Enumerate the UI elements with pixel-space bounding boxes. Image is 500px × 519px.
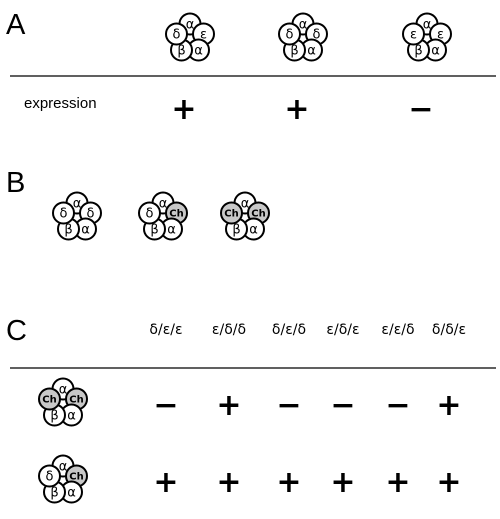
panel-c: C δ/ε/ε ε/δ/δ δ/ε/δ ε/δ/ε ε/ε/δ δ/δ/ε αChαβCh… bbox=[6, 315, 496, 504]
column-label: ε/ε/δ bbox=[381, 322, 414, 338]
minus-sign: − bbox=[330, 388, 355, 423]
plus-sign: + bbox=[436, 388, 461, 423]
plus-sign: + bbox=[385, 465, 410, 500]
column-label: δ/δ/ε bbox=[432, 322, 466, 338]
minus-sign: − bbox=[276, 388, 301, 423]
subunit-circle bbox=[138, 201, 161, 225]
subunit-label: α bbox=[249, 223, 258, 238]
minus-sign: − bbox=[408, 92, 433, 127]
subunit-label: β bbox=[177, 44, 185, 59]
subunit-label: δ bbox=[173, 28, 181, 43]
expression-label: expression bbox=[24, 95, 97, 112]
subunit-label: δ bbox=[60, 207, 68, 222]
subunit-label: ε bbox=[410, 28, 417, 43]
subunit-label: α bbox=[167, 223, 176, 238]
subunit-circle bbox=[278, 22, 301, 46]
subunit-label: α bbox=[59, 460, 68, 475]
panel-a-letter: A bbox=[6, 9, 26, 41]
subunit-label: α bbox=[186, 18, 195, 33]
panel-c-column-labels: δ/ε/ε ε/δ/δ δ/ε/δ ε/δ/ε ε/ε/δ δ/δ/ε bbox=[149, 322, 466, 338]
subunit-label: α bbox=[299, 18, 308, 33]
subunit-label: Ch bbox=[69, 395, 83, 406]
panel-b-letter: B bbox=[6, 167, 25, 199]
subunit-circle bbox=[38, 387, 61, 411]
plus-sign: + bbox=[276, 465, 301, 500]
subunit-label: Ch bbox=[224, 209, 238, 220]
subunit-label: Ch bbox=[69, 472, 83, 483]
subunit-label: α bbox=[73, 197, 82, 212]
subunit-circle bbox=[38, 464, 61, 488]
minus-sign: − bbox=[385, 388, 410, 423]
subunit-label: δ bbox=[87, 207, 95, 222]
plus-sign: + bbox=[436, 465, 461, 500]
subunit-label: α bbox=[59, 383, 68, 398]
subunit-circle bbox=[165, 22, 188, 46]
subunit-label: α bbox=[67, 486, 76, 501]
plus-sign: + bbox=[171, 92, 196, 127]
column-label: ε/δ/δ bbox=[212, 322, 246, 338]
subunit-label: α bbox=[431, 44, 440, 59]
subunit-label: α bbox=[81, 223, 90, 238]
subunit-label: α bbox=[307, 44, 316, 59]
plus-sign: + bbox=[216, 465, 241, 500]
subunit-label: Ch bbox=[42, 395, 56, 406]
panel-a-expression-signs: + + − bbox=[171, 92, 433, 127]
subunit-label: β bbox=[232, 223, 240, 238]
column-label: δ/ε/ε bbox=[149, 322, 182, 338]
subunit-label: ε bbox=[200, 28, 207, 43]
column-label: δ/ε/δ bbox=[272, 322, 306, 338]
subunit-label: Ch bbox=[251, 209, 265, 220]
plus-sign: + bbox=[153, 465, 178, 500]
subunit-label: β bbox=[64, 223, 72, 238]
plus-sign: + bbox=[330, 465, 355, 500]
subunit-label: Ch bbox=[169, 209, 183, 220]
subunit-label: ε bbox=[437, 28, 444, 43]
column-label: ε/δ/ε bbox=[326, 322, 359, 338]
subunit-label: α bbox=[241, 197, 250, 212]
subunit-label: δ bbox=[146, 207, 154, 222]
subunit-label: α bbox=[194, 44, 203, 59]
subunit-label: β bbox=[150, 223, 158, 238]
plus-sign: + bbox=[216, 388, 241, 423]
plus-sign: + bbox=[284, 92, 309, 127]
subunit-label: β bbox=[50, 409, 58, 424]
subunit-label: β bbox=[290, 44, 298, 59]
subunit-circle bbox=[220, 201, 243, 225]
subunit-label: δ bbox=[286, 28, 294, 43]
subunit-circle bbox=[402, 22, 425, 46]
subunit-label: α bbox=[67, 409, 76, 424]
minus-sign: − bbox=[153, 388, 178, 423]
subunit-label: α bbox=[423, 18, 432, 33]
subunit-circle bbox=[52, 201, 75, 225]
subunit-label: β bbox=[414, 44, 422, 59]
panel-c-letter: C bbox=[6, 315, 27, 347]
subunit-label: β bbox=[50, 486, 58, 501]
subunit-label: δ bbox=[313, 28, 321, 43]
subunit-label: α bbox=[159, 197, 168, 212]
subunit-label: δ bbox=[46, 470, 54, 485]
